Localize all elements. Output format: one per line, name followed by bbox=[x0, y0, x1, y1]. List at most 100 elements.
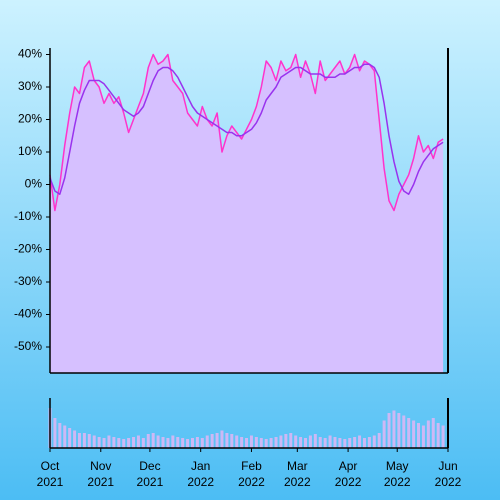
volume-bar bbox=[402, 415, 406, 448]
y-tick-label: 20% bbox=[18, 112, 42, 126]
volume-bar bbox=[412, 420, 416, 448]
volume-bar bbox=[190, 438, 194, 448]
volume-bar bbox=[146, 434, 150, 448]
volume-bar bbox=[156, 435, 160, 448]
volume-bar bbox=[68, 428, 72, 448]
volume-bar bbox=[254, 437, 258, 448]
volume-bar bbox=[166, 438, 170, 448]
volume-bar bbox=[367, 437, 371, 448]
volume-bar bbox=[220, 430, 224, 448]
volume-bar bbox=[279, 435, 283, 448]
volume-bar bbox=[274, 437, 278, 448]
volume-bar bbox=[421, 425, 425, 448]
line bbox=[49, 53, 444, 212]
volume-bar bbox=[195, 437, 199, 448]
volume-bar bbox=[328, 435, 332, 448]
y-tick-label: -20% bbox=[14, 242, 42, 256]
volume-bar bbox=[323, 438, 327, 448]
volume-bar bbox=[358, 435, 362, 448]
volume-bar bbox=[313, 434, 317, 448]
volume-bar bbox=[132, 437, 136, 448]
volume-bar bbox=[333, 437, 337, 448]
y-tick-label: -30% bbox=[14, 274, 42, 288]
volume-bar bbox=[348, 438, 352, 448]
volume-bar bbox=[107, 435, 111, 448]
volume-bar bbox=[230, 434, 234, 448]
area bbox=[50, 54, 444, 373]
volume-bar bbox=[426, 420, 430, 448]
volume-bar bbox=[117, 438, 121, 448]
volume-bar bbox=[289, 433, 293, 448]
y-tick-label: 0% bbox=[25, 177, 43, 191]
x-tick-label: Oct 2021 bbox=[36, 459, 64, 489]
volume-bar bbox=[308, 435, 312, 448]
volume-bar bbox=[264, 439, 268, 448]
volume-bar bbox=[259, 438, 263, 448]
volume-bar bbox=[284, 434, 288, 448]
volume-bar bbox=[186, 439, 190, 448]
volume-bar bbox=[441, 425, 445, 448]
y-tick-label: -10% bbox=[14, 209, 42, 223]
volume-bar bbox=[225, 433, 229, 448]
volume-bar bbox=[245, 438, 249, 448]
x-tick-label: Jan 2022 bbox=[187, 459, 215, 489]
volume-bar bbox=[240, 437, 244, 448]
volume-bar bbox=[397, 413, 401, 448]
y-tick-label: 40% bbox=[18, 47, 42, 61]
volume-bar bbox=[92, 435, 96, 448]
volume-bar bbox=[353, 437, 357, 448]
volume-bar bbox=[362, 438, 366, 448]
volume-bar bbox=[382, 420, 386, 448]
volume-bar bbox=[87, 434, 91, 448]
y-tick-label: 10% bbox=[18, 144, 42, 158]
volume-bar bbox=[299, 437, 303, 448]
volume-bar bbox=[210, 434, 214, 448]
volume-bar bbox=[161, 437, 165, 448]
volume-bar bbox=[53, 418, 57, 448]
volume-bar bbox=[387, 413, 391, 448]
volume-bar bbox=[77, 433, 81, 448]
y-tick-label: 30% bbox=[18, 79, 42, 93]
volume-bar bbox=[235, 435, 239, 448]
volume-bar bbox=[102, 438, 106, 448]
volume-bar bbox=[127, 438, 131, 448]
x-tick-label: Dec 2021 bbox=[136, 459, 164, 489]
volume-bar bbox=[73, 430, 77, 448]
volume-bar bbox=[122, 439, 126, 448]
x-tick-label: Apr 2022 bbox=[334, 459, 362, 489]
volume-bar bbox=[171, 435, 175, 448]
volume-bar bbox=[205, 435, 209, 448]
volume-bar bbox=[417, 423, 421, 448]
volume-bar bbox=[200, 438, 204, 448]
volume-bar bbox=[82, 433, 86, 448]
volume-bar bbox=[304, 438, 308, 448]
volume-bar bbox=[338, 438, 342, 448]
x-tick-label: Mar 2022 bbox=[283, 459, 311, 489]
volume-bar bbox=[343, 439, 347, 448]
volume-bar bbox=[97, 437, 101, 448]
x-tick-label: Jun 2022 bbox=[434, 459, 462, 489]
x-tick-label: Nov 2021 bbox=[87, 459, 115, 489]
volume-bar bbox=[136, 435, 140, 448]
volume-bar bbox=[151, 433, 155, 448]
volume-bar bbox=[431, 418, 435, 448]
volume-bar bbox=[436, 423, 440, 448]
volume-bar bbox=[377, 433, 381, 448]
volume-bar bbox=[176, 437, 180, 448]
y-tick-label: -40% bbox=[14, 307, 42, 321]
volume-bar bbox=[294, 435, 298, 448]
volume-bar bbox=[215, 433, 219, 448]
volume-bar bbox=[181, 438, 185, 448]
volume-bar bbox=[372, 435, 376, 448]
volume-bar bbox=[63, 425, 67, 448]
x-tick-label: May 2022 bbox=[383, 459, 411, 489]
volume-bar bbox=[141, 438, 145, 448]
y-tick-label: -50% bbox=[14, 339, 42, 353]
volume-bar bbox=[407, 418, 411, 448]
volume-bar bbox=[318, 437, 322, 448]
volume-bar bbox=[392, 410, 396, 448]
x-tick-label: Feb 2022 bbox=[238, 459, 265, 489]
line bbox=[49, 63, 444, 195]
